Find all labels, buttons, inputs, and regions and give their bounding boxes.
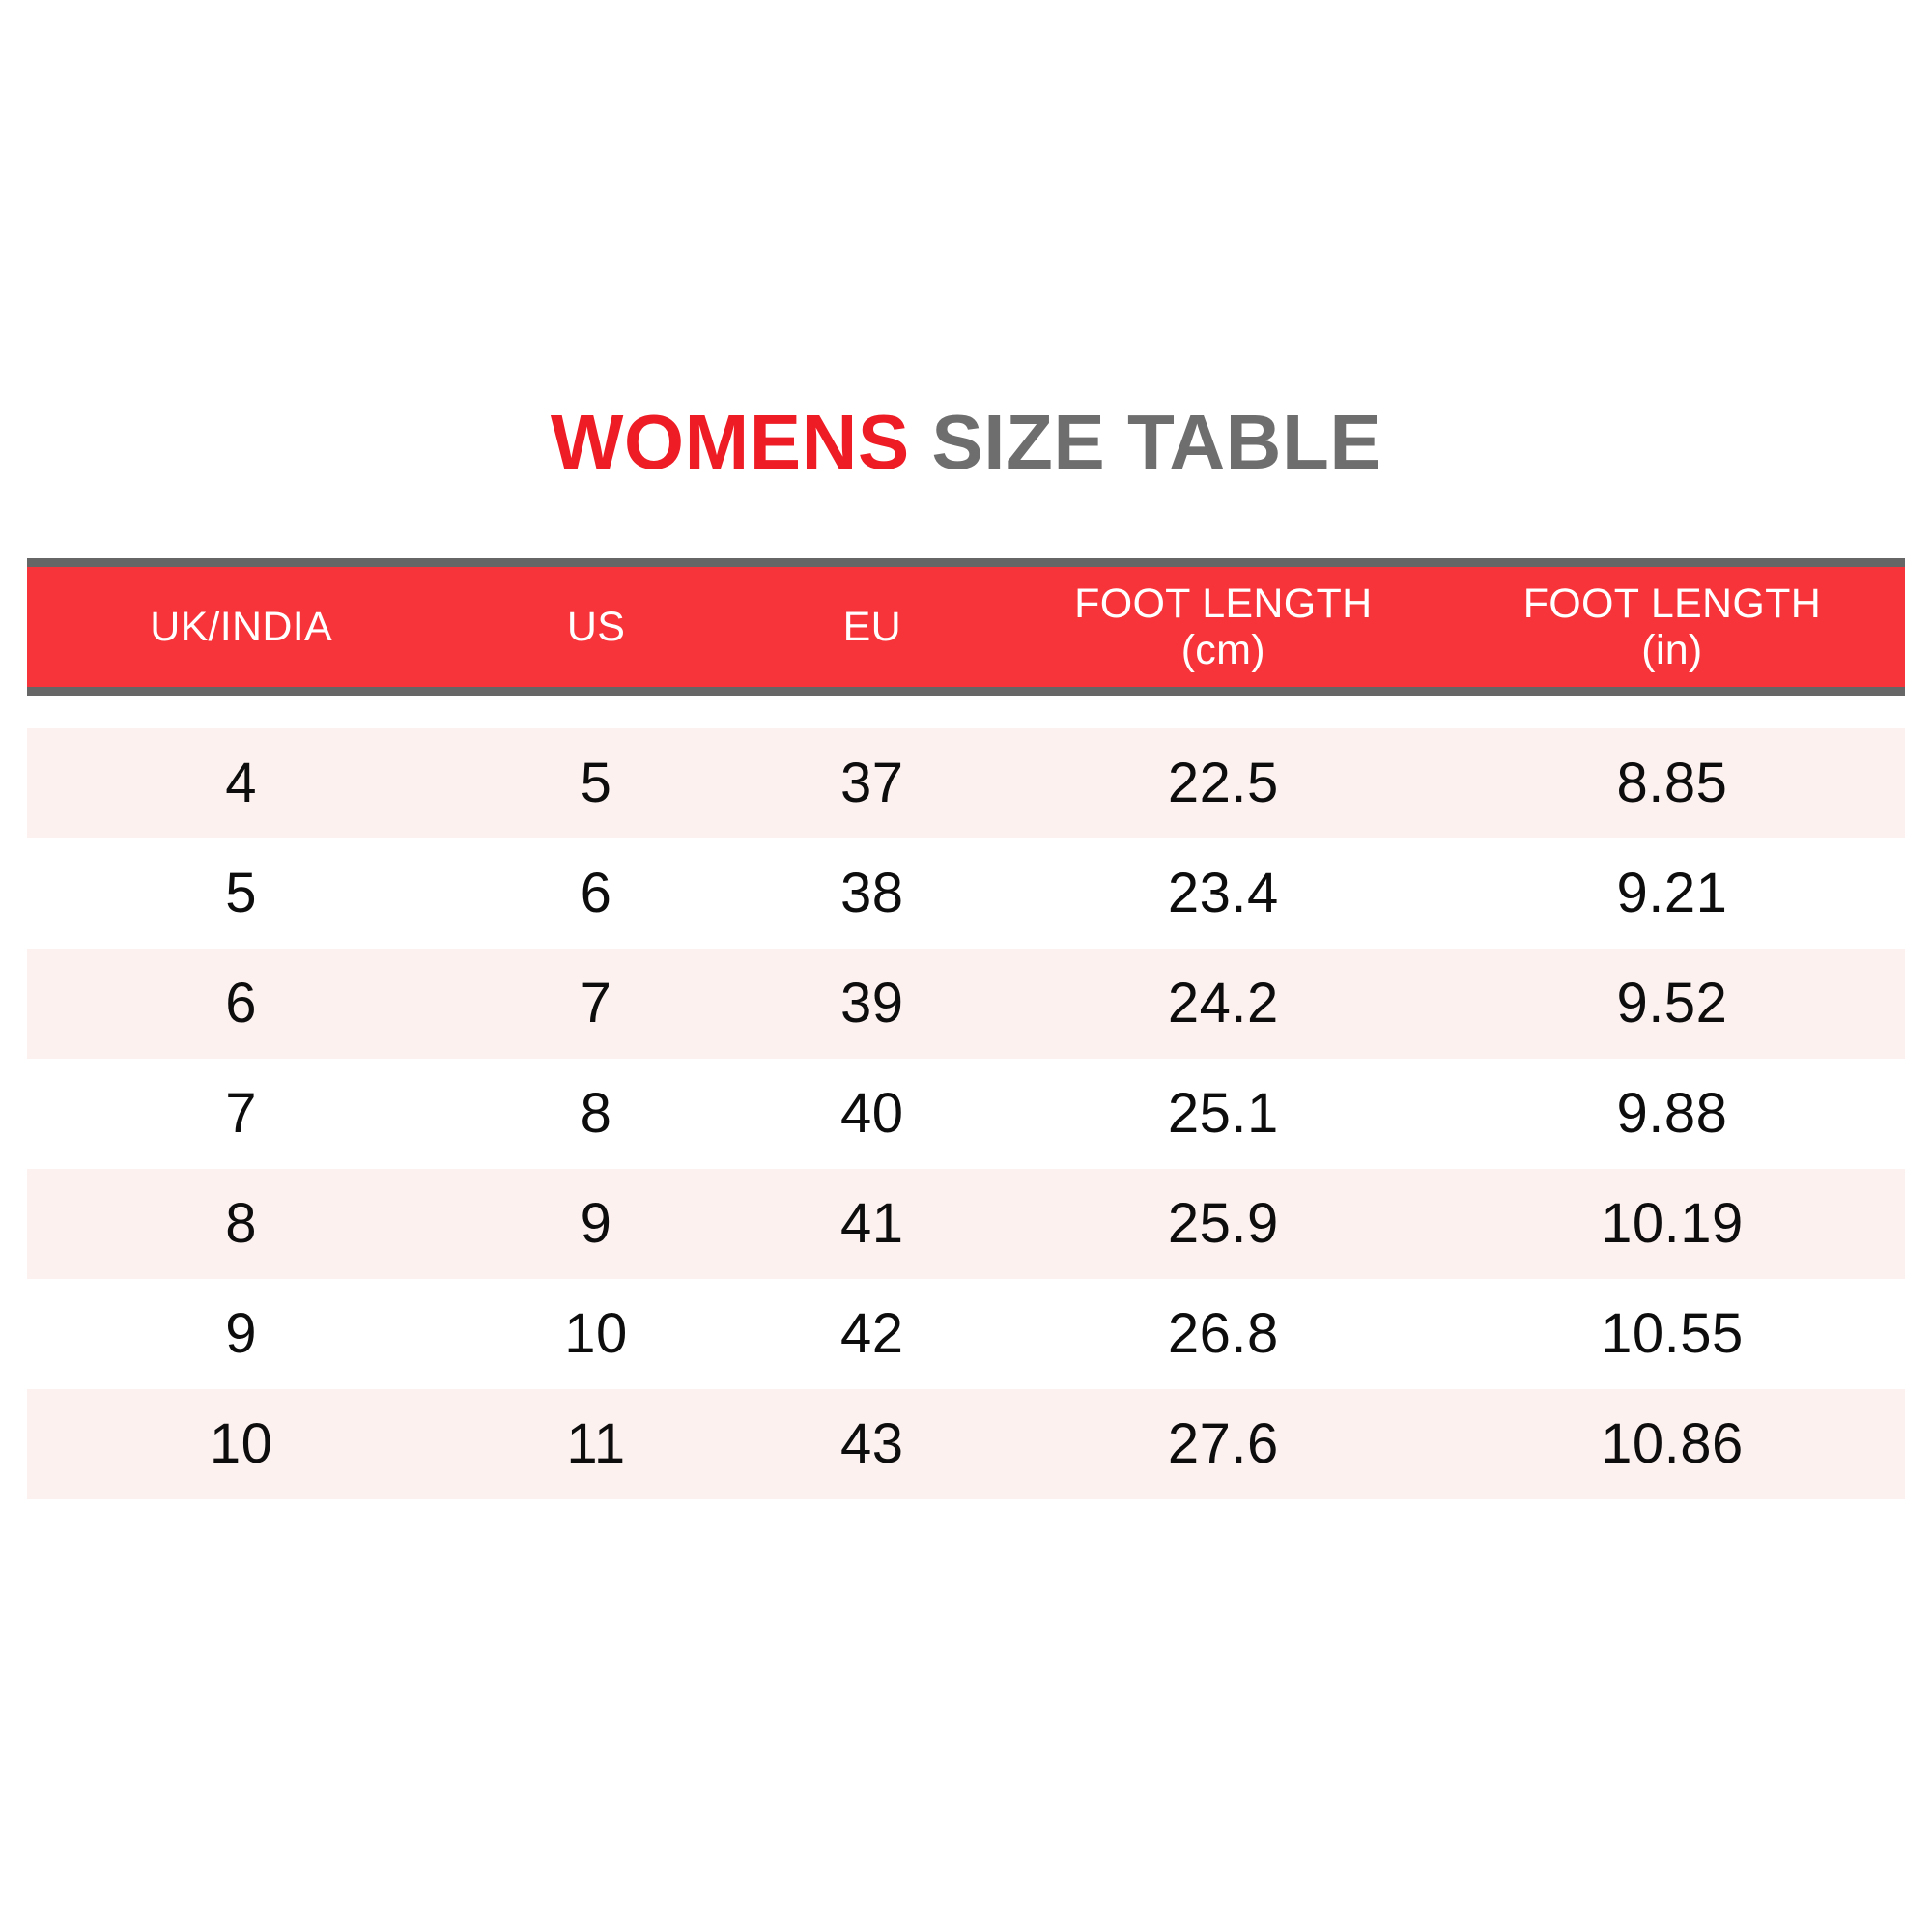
cell-foot-length-in: 9.52 (1616, 972, 1728, 1035)
cell-foot-length-in: 9.88 (1616, 1082, 1728, 1145)
cell-uk-india: 9 (225, 1302, 257, 1365)
column-header-foot-length-cm-label: FOOT LENGTH (1074, 580, 1373, 627)
column-header-foot-length-in: FOOT LENGTH (in) (1439, 567, 1905, 687)
page-title-accent: WOMENS (550, 399, 910, 485)
cell-uk-india: 6 (225, 972, 257, 1035)
cell-us: 5 (580, 752, 612, 814)
cell-us: 11 (566, 1412, 626, 1475)
cell-us: 8 (580, 1082, 612, 1145)
cell-us: 10 (564, 1302, 628, 1365)
column-header-foot-length-in-unit: (in) (1641, 627, 1703, 673)
column-header-foot-length-cm-unit: (cm) (1180, 627, 1265, 673)
column-header-eu: EU (737, 567, 1008, 687)
table-header-row: UK/INDIA US EU FOOT LENGTH (cm) (27, 558, 1905, 696)
table-row: 7 8 40 25.1 9.88 (27, 1059, 1905, 1169)
cell-eu: 38 (840, 862, 904, 924)
cell-eu: 39 (840, 972, 904, 1035)
cell-uk-india: 8 (225, 1192, 257, 1255)
cell-uk-india: 5 (225, 862, 257, 924)
size-table: UK/INDIA US EU FOOT LENGTH (cm) (27, 558, 1905, 1499)
table-body: 4 5 37 22.5 8.85 5 6 38 23.4 9.21 6 7 39… (27, 728, 1905, 1499)
cell-uk-india: 10 (209, 1412, 273, 1475)
cell-foot-length-cm: 26.8 (1167, 1302, 1279, 1365)
table-row: 4 5 37 22.5 8.85 (27, 728, 1905, 838)
cell-uk-india: 4 (225, 752, 257, 814)
column-header-us: US (455, 567, 737, 687)
cell-foot-length-cm: 25.9 (1167, 1192, 1279, 1255)
cell-foot-length-cm: 22.5 (1167, 752, 1279, 814)
table-row: 6 7 39 24.2 9.52 (27, 949, 1905, 1059)
cell-uk-india: 7 (225, 1082, 257, 1145)
cell-foot-length-in: 10.55 (1601, 1302, 1744, 1365)
table-row: 10 11 43 27.6 10.86 (27, 1389, 1905, 1499)
column-header-us-label: US (566, 603, 626, 650)
column-header-eu-label: EU (842, 603, 901, 650)
page-title: WOMENS SIZE TABLE (0, 404, 1932, 481)
cell-us: 9 (580, 1192, 612, 1255)
cell-foot-length-in: 10.86 (1601, 1412, 1744, 1475)
cell-eu: 41 (840, 1192, 904, 1255)
page-title-rest: SIZE TABLE (909, 399, 1382, 485)
cell-foot-length-cm: 24.2 (1167, 972, 1279, 1035)
cell-foot-length-in: 8.85 (1616, 752, 1728, 814)
cell-us: 6 (580, 862, 612, 924)
cell-foot-length-in: 10.19 (1601, 1192, 1744, 1255)
cell-eu: 40 (840, 1082, 904, 1145)
cell-foot-length-cm: 27.6 (1167, 1412, 1279, 1475)
cell-foot-length-cm: 25.1 (1167, 1082, 1279, 1145)
cell-eu: 43 (840, 1412, 904, 1475)
cell-us: 7 (580, 972, 612, 1035)
table-row: 9 10 42 26.8 10.55 (27, 1279, 1905, 1389)
cell-foot-length-cm: 23.4 (1167, 862, 1279, 924)
cell-eu: 42 (840, 1302, 904, 1365)
table-row: 8 9 41 25.9 10.19 (27, 1169, 1905, 1279)
cell-eu: 37 (840, 752, 904, 814)
column-header-uk-india-label: UK/INDIA (150, 603, 332, 650)
column-header-uk-india: UK/INDIA (27, 567, 455, 687)
table-row: 5 6 38 23.4 9.21 (27, 838, 1905, 949)
column-header-foot-length-cm: FOOT LENGTH (cm) (1008, 567, 1439, 687)
cell-foot-length-in: 9.21 (1616, 862, 1728, 924)
column-header-foot-length-in-label: FOOT LENGTH (1522, 580, 1822, 627)
